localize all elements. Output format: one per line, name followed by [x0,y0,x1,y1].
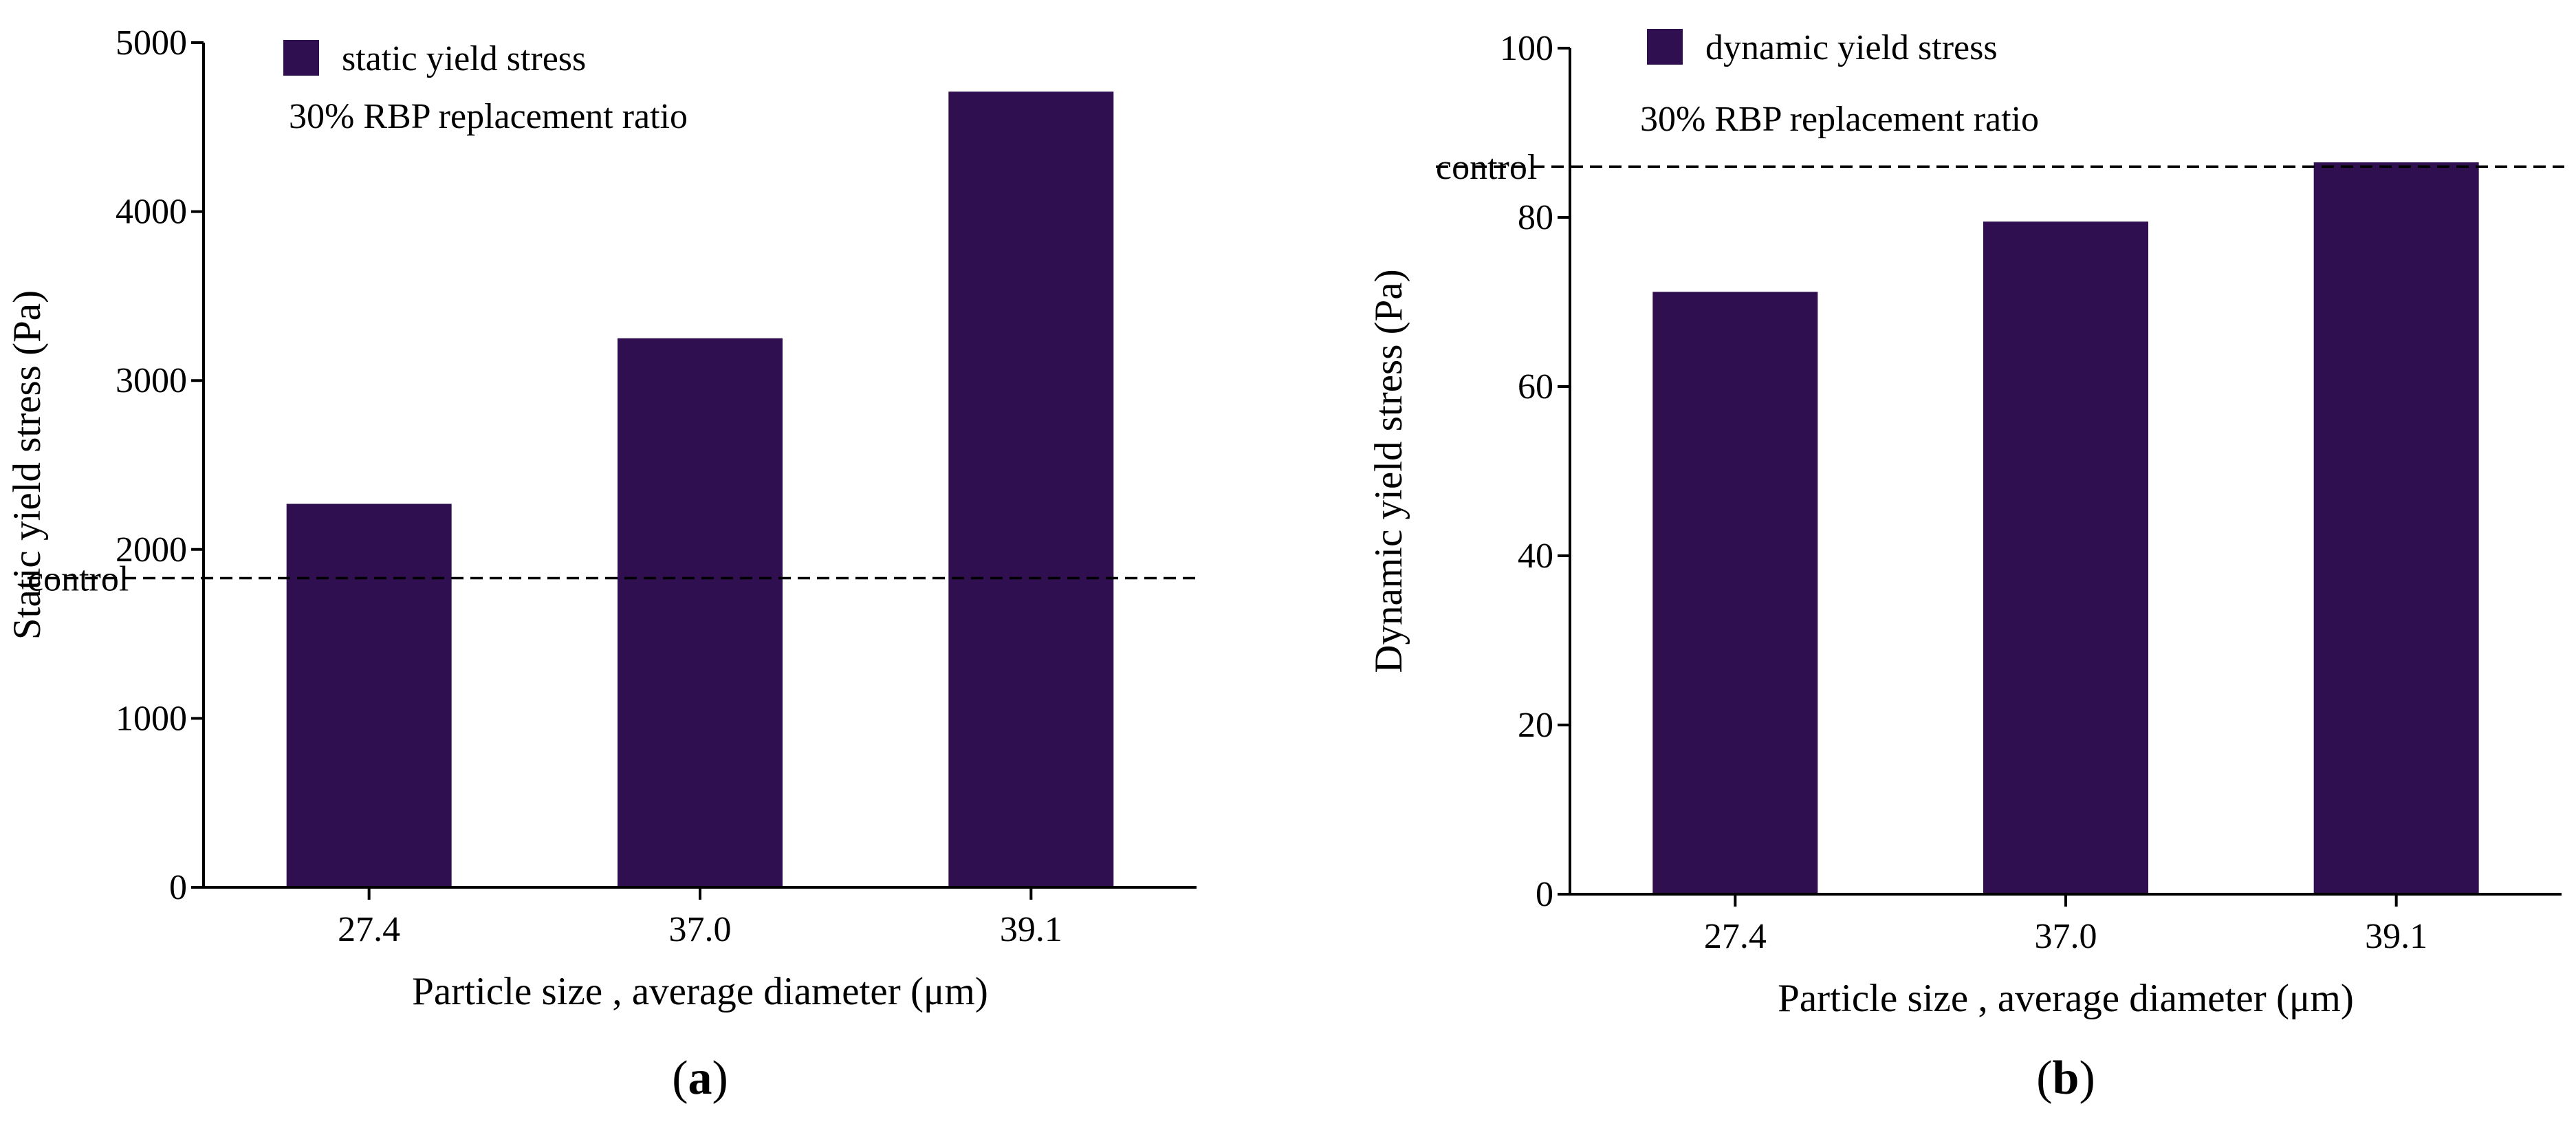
y-tick-label: 40 [1518,537,1553,576]
x-tick-label: 37.0 [669,910,732,949]
panel-label-close-paren: ) [712,1052,728,1105]
x-tick-label: 39.1 [2365,917,2427,956]
y-tick-label: 100 [1500,29,1553,68]
y-tick-label: 0 [1536,875,1553,914]
bar-37-0 [618,338,783,887]
control-label: control [1436,148,1537,187]
panel-label-letter: a [688,1052,712,1105]
y-tick-label: 20 [1518,706,1553,745]
y-tick-label: 0 [169,868,187,907]
bar-37-0 [1983,221,2148,894]
bar-27-4 [1652,292,1818,894]
y-tick-label: 1000 [116,699,187,738]
y-tick-label: 3000 [116,361,187,400]
x-tick-label: 37.0 [2035,917,2097,956]
panel-label-close-paren: ) [2079,1052,2095,1105]
panel-label: (a) [672,1052,728,1105]
x-tick-label: 39.1 [1000,910,1062,949]
bar-39-1 [2313,162,2479,894]
legend-label: static yield stress [342,39,586,78]
panel-a-static-yield-stress-chart: 0 1000 2000 3000 4000 5000 27.4 37.0 39.1 control… [6,23,1199,1105]
control-label: control [28,560,129,599]
y-tick-label: 2000 [116,530,187,570]
bar-39-1 [948,91,1114,887]
panel-label: (b) [2036,1052,2095,1105]
y-tick-label: 80 [1518,198,1553,237]
replacement-ratio-note: 30% RBP replacement ratio [1640,100,2039,139]
y-tick-label: 5000 [116,23,187,63]
y-axis-title: Dynamic yield stress (Pa) [1367,269,1410,673]
panel-b-dynamic-yield-stress-chart: 0 20 40 60 80 100 27.4 37.0 39.1 control dynamic y… [1367,28,2564,1105]
legend-swatch [283,40,319,76]
x-axis-title: Particle size , average diameter (μm) [412,970,988,1013]
panel-label-letter: b [2053,1052,2080,1105]
legend-swatch [1647,29,1683,65]
panel-label-open-paren: ( [2036,1052,2052,1105]
y-axis-title: Static yield stress (Pa) [6,290,49,640]
panel-label-open-paren: ( [672,1052,688,1105]
x-tick-label: 27.4 [1704,917,1767,956]
legend-label: dynamic yield stress [1705,28,1998,67]
y-tick-label: 60 [1518,367,1553,407]
y-tick-label: 4000 [116,193,187,232]
bar-27-4 [286,504,452,887]
replacement-ratio-note: 30% RBP replacement ratio [289,97,688,136]
x-axis-title: Particle size , average diameter (μm) [1778,977,2354,1020]
x-tick-label: 27.4 [338,910,400,949]
